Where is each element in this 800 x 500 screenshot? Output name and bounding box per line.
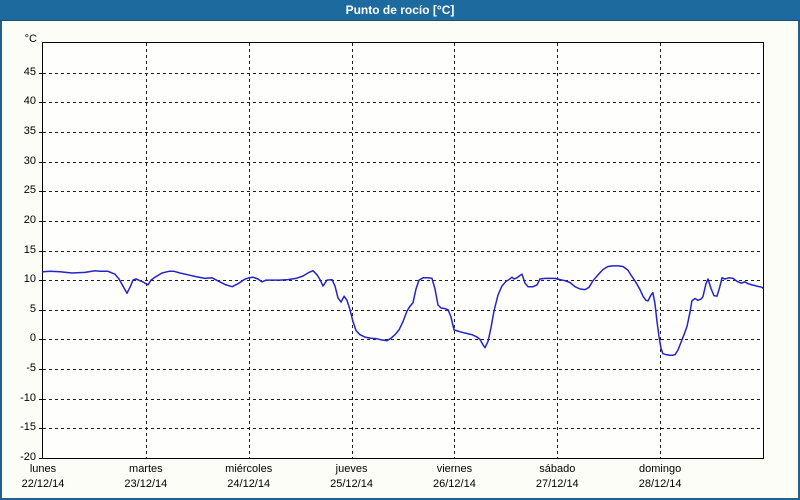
y-tick-label: -15 [20, 421, 36, 434]
x-day-date: 24/12/14 [227, 478, 271, 490]
x-day-date: 25/12/14 [330, 478, 373, 490]
title-bar: Punto de rocío [°C] [0, 0, 800, 21]
plot-area [39, 42, 764, 459]
x-day-name: domingo [639, 463, 682, 475]
y-tick-label: -5 [26, 362, 36, 375]
x-day-date: 28/12/14 [638, 478, 682, 490]
x-day-label: domingo 28/12/14 [608, 462, 712, 492]
x-day-label: lunes 22/12/14 [0, 462, 95, 492]
y-tick-label: 10 [23, 273, 36, 286]
x-day-label: sábado 27/12/14 [505, 462, 609, 492]
x-day-name: jueves [335, 463, 368, 475]
y-tick-label: 5 [29, 302, 36, 315]
chart-title: Punto de rocío [°C] [345, 3, 455, 17]
x-day-name: martes [129, 463, 163, 475]
series-line [42, 265, 764, 357]
y-tick-label: -10 [20, 391, 36, 404]
y-tick-label: 30 [23, 154, 36, 167]
y-tick-label: 15 [23, 243, 36, 256]
y-tick-label: 25 [23, 184, 36, 197]
x-day-date: 22/12/14 [21, 478, 65, 490]
x-day-name: viernes [436, 463, 473, 475]
x-day-date: 27/12/14 [535, 478, 579, 490]
x-day-name: sábado [539, 463, 576, 475]
y-axis-unit-label: °C [24, 33, 37, 45]
x-day-label: jueves 25/12/14 [300, 462, 404, 492]
x-day-label: martes 23/12/14 [94, 462, 198, 492]
chart-canvas [39, 43, 764, 459]
y-tick-label: 40 [23, 95, 36, 108]
x-day-date: 23/12/14 [124, 478, 168, 490]
x-day-name: lunes [29, 463, 57, 475]
y-tick-label: 0 [29, 332, 36, 345]
y-tick-label: 20 [23, 213, 36, 226]
y-tick-label: 35 [23, 124, 36, 137]
x-day-name: miércoles [225, 463, 273, 475]
x-day-label: miércoles 24/12/14 [197, 462, 301, 492]
x-day-date: 26/12/14 [433, 478, 476, 490]
x-day-label: viernes 26/12/14 [402, 462, 506, 492]
y-tick-label: -20 [20, 451, 36, 463]
y-tick-label: 45 [23, 65, 36, 78]
